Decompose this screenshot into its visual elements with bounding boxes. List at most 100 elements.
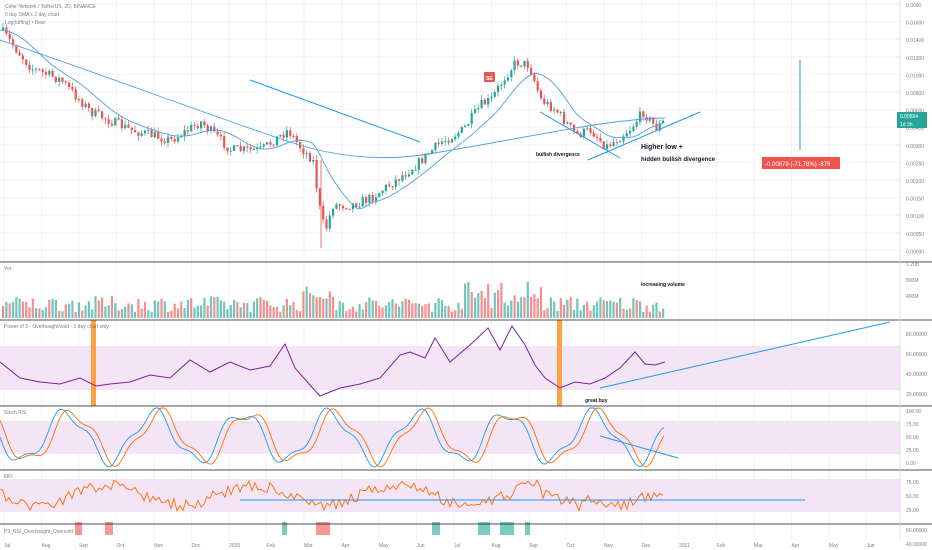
volume-bar bbox=[41, 309, 44, 318]
pane-title-mfi: MFI bbox=[4, 474, 13, 480]
candle-body bbox=[632, 126, 635, 131]
candle-body bbox=[262, 144, 265, 147]
volume-bar bbox=[493, 292, 496, 318]
candle-body bbox=[592, 132, 595, 137]
price-tick: 0.01200 bbox=[906, 56, 924, 62]
ma-slow bbox=[0, 39, 666, 159]
candle-body bbox=[325, 219, 328, 229]
pane-title-volume: Vol bbox=[4, 266, 11, 272]
candle-body bbox=[242, 146, 246, 152]
volume-bar bbox=[530, 297, 533, 318]
candle-body bbox=[612, 142, 615, 147]
volume-bar bbox=[308, 293, 312, 318]
volume-bar bbox=[652, 304, 655, 318]
candle-body bbox=[84, 103, 87, 108]
candle-body bbox=[526, 60, 529, 68]
candle-body bbox=[94, 109, 97, 117]
candle-body bbox=[391, 186, 394, 188]
stoch-rsi-lines bbox=[0, 407, 665, 468]
pos-tick: 20.00000 bbox=[906, 392, 927, 398]
candle-body bbox=[120, 119, 123, 129]
candle-body bbox=[635, 121, 638, 127]
volume-bar bbox=[213, 297, 216, 318]
volume-bar bbox=[543, 310, 546, 318]
price-tick: 0.00400 bbox=[906, 126, 924, 132]
candle-body bbox=[35, 68, 38, 70]
price-tick: 0.00600 bbox=[906, 109, 924, 115]
volume-bar bbox=[648, 311, 651, 318]
volume-bar bbox=[421, 305, 424, 318]
candle-body bbox=[147, 129, 150, 131]
candle-body bbox=[464, 125, 467, 127]
candle-body bbox=[361, 197, 364, 207]
obos-bar bbox=[500, 522, 514, 535]
candle-body bbox=[223, 136, 226, 148]
volume-bar bbox=[473, 297, 477, 318]
candle-body bbox=[140, 133, 143, 136]
volume-bar bbox=[77, 302, 81, 318]
candle-body bbox=[153, 132, 156, 138]
candle-body bbox=[470, 113, 473, 125]
volume-bar bbox=[242, 303, 246, 318]
stoch-tick: 100.00 bbox=[906, 409, 922, 415]
volume-bar bbox=[35, 308, 38, 318]
volume-bar bbox=[18, 298, 21, 318]
candle-body bbox=[523, 60, 526, 67]
volume-bar bbox=[190, 298, 193, 318]
price-axis: 0.00000.016000.014000.012000.010000.0080… bbox=[906, 3, 927, 548]
volume-bar bbox=[110, 296, 114, 318]
volume-bar bbox=[120, 309, 123, 318]
trend-lines[interactable] bbox=[240, 60, 891, 501]
volume-bar bbox=[361, 309, 364, 318]
time-tick: Jul bbox=[454, 543, 460, 549]
candle-body bbox=[513, 60, 516, 71]
volume-bar bbox=[401, 301, 404, 318]
obos-bar bbox=[282, 522, 287, 535]
volume-bar bbox=[239, 307, 242, 318]
volume-bar bbox=[130, 304, 133, 318]
candle-body bbox=[305, 152, 308, 155]
candle-body bbox=[414, 169, 417, 171]
volume-bar bbox=[315, 297, 318, 318]
volume-bar bbox=[262, 299, 265, 318]
volume-tick: 1.20B bbox=[906, 262, 920, 268]
price-tick: 0.00150 bbox=[906, 197, 924, 203]
mfi-tick: 75.00 bbox=[906, 480, 919, 486]
trend-line bbox=[249, 79, 421, 143]
pos-tick: 40.00000 bbox=[906, 372, 927, 378]
candle-body bbox=[134, 130, 137, 133]
candle-body bbox=[424, 153, 427, 164]
candle-body bbox=[434, 142, 437, 151]
candle-body bbox=[127, 124, 130, 128]
pane-title-obos: P3_RSI_Overbought_Oversold bbox=[4, 529, 73, 535]
candle-body bbox=[143, 130, 147, 134]
time-tick: Jun bbox=[867, 543, 875, 549]
volume-bar bbox=[503, 302, 506, 318]
candle-body bbox=[246, 146, 249, 148]
time-tick: Sep bbox=[529, 543, 538, 549]
volume-bar bbox=[196, 305, 199, 318]
time-tick: May bbox=[829, 543, 839, 549]
time-tick: Apr bbox=[792, 543, 800, 549]
volume-bar bbox=[371, 300, 374, 318]
volume-bar bbox=[355, 311, 358, 318]
mfi-line bbox=[0, 479, 664, 513]
candle-body bbox=[81, 99, 84, 108]
candle-body bbox=[516, 60, 519, 66]
volume-bar bbox=[500, 282, 503, 318]
price-tick: 0.00050 bbox=[906, 232, 924, 238]
volume-bar bbox=[404, 298, 407, 318]
candle-body bbox=[173, 138, 176, 142]
volume-bar bbox=[609, 300, 612, 318]
highlight-bar bbox=[557, 320, 562, 406]
pane-title-pos: Power of 3 - Overbought/sold - 1 day cha… bbox=[4, 324, 109, 330]
volume-bar bbox=[619, 297, 622, 318]
candle-body bbox=[487, 98, 490, 105]
candle-body bbox=[279, 134, 282, 137]
volume-bar bbox=[68, 303, 71, 318]
time-tick: Aug bbox=[492, 543, 501, 549]
volume-bar bbox=[638, 301, 642, 318]
volume-bar bbox=[338, 301, 341, 318]
volume-bar bbox=[592, 305, 595, 318]
